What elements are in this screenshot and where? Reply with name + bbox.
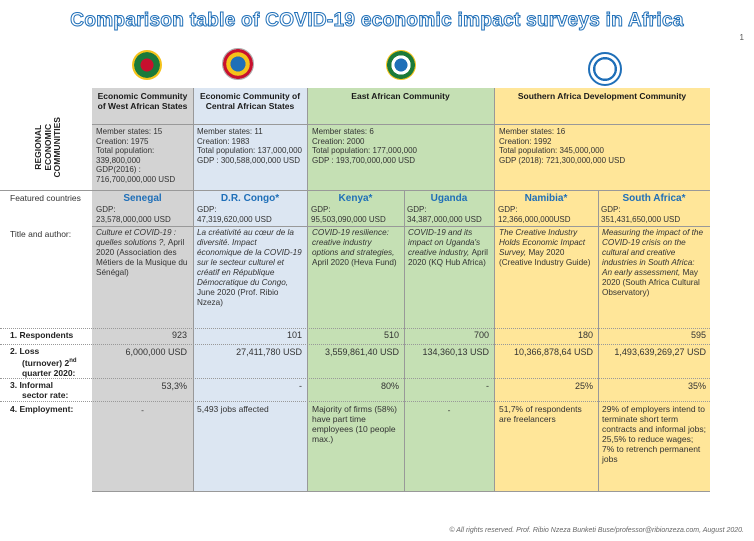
informal-label: 3. Informal sector rate:	[10, 380, 69, 400]
gdp-namibia: GDP: 12,366,000,000USD	[498, 205, 571, 224]
respondents-kenya: 510	[383, 330, 399, 340]
country-senegal: Senegal	[123, 193, 162, 204]
survey-title-uganda: COVID-19 and its impact on Uganda's crea…	[408, 228, 488, 267]
survey-title-south-africa: Measuring the impact of the COVID-19 cri…	[602, 228, 704, 297]
ecowas-logo	[132, 50, 162, 80]
copyright-footer: © All rights reserved. Prof. Ribio Nzeza…	[449, 527, 744, 534]
informal-senegal: 53,3%	[161, 381, 187, 391]
informal-namibia: 25%	[574, 381, 593, 391]
loss-kenya: 3,559,861,40 USD	[324, 347, 399, 357]
employment-south-africa: 29% of employers intend to terminate sho…	[602, 404, 706, 464]
eccas-info: Member states: 11 Creation: 1983 Total po…	[197, 127, 302, 165]
title-author-label: Title and author:	[10, 229, 72, 239]
survey-title-drc: La créativité au cœur de la diversité. I…	[197, 228, 302, 307]
survey-title-senegal: Culture et COVID-19 : quelles solutions …	[96, 228, 188, 277]
eac-info: Member states: 6 Creation: 2000 Total pop…	[312, 127, 417, 165]
survey-title-kenya: COVID-19 resilience: creative industry o…	[312, 228, 397, 267]
sadc-header: Southern Africa Development Community	[517, 91, 687, 101]
ecowas-column	[92, 88, 193, 491]
loss-south-africa: 1,493,639,269,27 USD	[614, 347, 706, 357]
eccas-header: Economic Community of Central African St…	[199, 91, 301, 111]
informal-uganda: -	[486, 381, 489, 391]
country-drc: D.R. Congo*	[220, 193, 280, 204]
informal-drc: -	[299, 381, 302, 391]
page-number: 1	[739, 33, 744, 42]
loss-namibia: 10,366,878,64 USD	[513, 347, 593, 357]
employment-kenya: Majority of firms (58%) have part time e…	[312, 404, 398, 444]
gdp-south-africa: GDP: 351,431,650,000 USD	[601, 205, 681, 224]
loss-uganda: 134,360,13 USD	[422, 347, 489, 357]
gdp-senegal: GDP: 23,578,000,000 USD	[96, 205, 171, 224]
gdp-uganda: GDP: 34,387,000,000 USD	[407, 205, 482, 224]
sadc-column	[494, 88, 710, 491]
page-title: Comparison table of COVID-19 economic im…	[70, 10, 684, 32]
country-namibia: Namibia*	[524, 193, 568, 204]
ecowas-header: Economic Community of West African State…	[97, 91, 188, 111]
eac-column	[307, 88, 494, 491]
eac-logo	[386, 50, 416, 80]
respondents-south-africa: 595	[690, 330, 706, 340]
loss-label: 2. Loss (turnover) 2nd quarter 2020:	[10, 346, 77, 378]
respondents-senegal: 923	[171, 330, 187, 340]
country-kenya: Kenya*	[338, 193, 373, 204]
eccas-column	[193, 88, 307, 491]
eac-header: East African Community	[351, 91, 450, 101]
country-uganda: Uganda	[430, 193, 468, 204]
respondents-label: 1. Respondents	[10, 330, 74, 340]
loss-drc: 27,411,780 USD	[236, 347, 302, 357]
survey-title-namibia: The Creative Industry Holds Economic Imp…	[499, 228, 591, 267]
gdp-drc: GDP: 47,319,620,000 USD	[197, 205, 272, 224]
employment-senegal: -	[141, 405, 144, 415]
respondents-namibia: 180	[577, 330, 593, 340]
eccas-logo	[222, 48, 254, 80]
rec-label: REGIONAL ECONOMIC COMMUNITIES	[32, 117, 62, 178]
sadc-logo	[588, 52, 622, 86]
respondents-uganda: 700	[473, 330, 489, 340]
respondents-drc: 101	[286, 330, 302, 340]
informal-kenya: 80%	[380, 381, 399, 391]
employment-drc: 5,493 jobs affected	[197, 404, 269, 414]
country-south-africa: South Africa*	[622, 193, 686, 204]
informal-south-africa: 35%	[687, 381, 706, 391]
employment-label: 4. Employment:	[10, 404, 74, 414]
ecowas-info: Member states: 15 Creation: 1975 Total po…	[96, 127, 176, 184]
featured-label: Featured countries	[10, 193, 81, 203]
gdp-kenya: GDP: 95,503,090,000 USD	[311, 205, 386, 224]
employment-uganda: -	[447, 405, 451, 415]
loss-senegal: 6,000,000 USD	[125, 347, 187, 357]
employment-namibia: 51,7% of respondents are freelancers	[499, 404, 582, 424]
sadc-info: Member states: 16 Creation: 1992 Total po…	[499, 127, 626, 165]
